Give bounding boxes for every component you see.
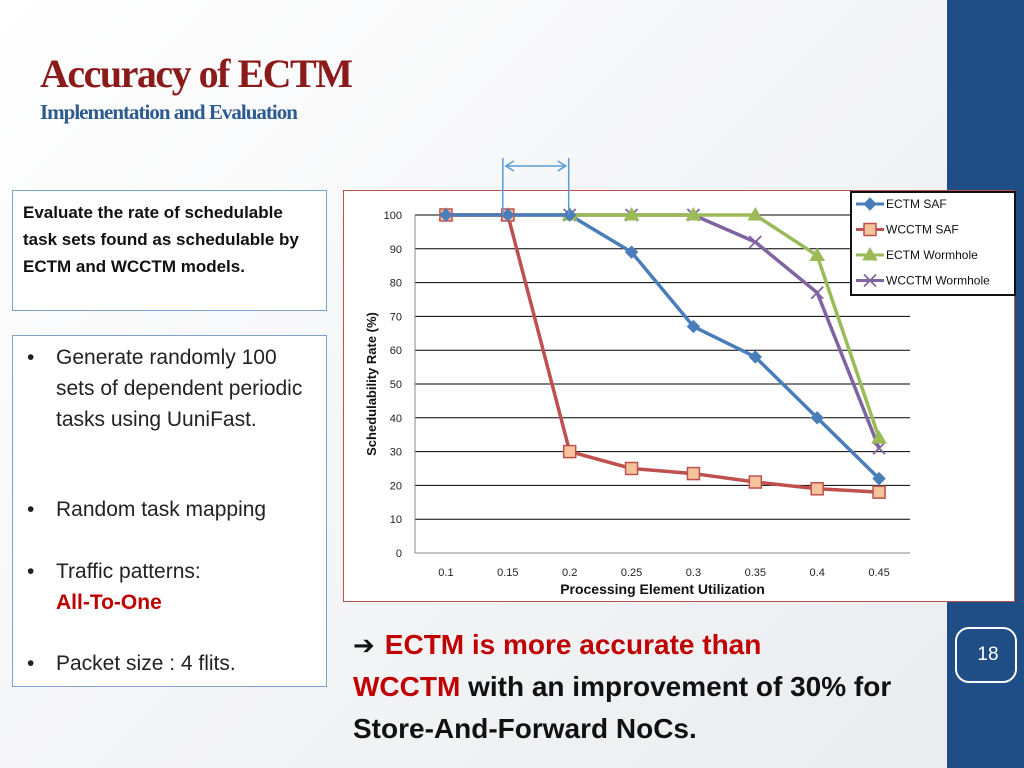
data-point-ectm-saf <box>624 245 639 259</box>
data-point-wcctm-wormhole <box>748 235 762 249</box>
description-text: Evaluate the rate of schedulable task se… <box>23 203 299 276</box>
data-point-wcctm-wormhole <box>872 441 886 455</box>
legend-box <box>850 191 1016 296</box>
bullet-text: Random task mapping <box>56 498 267 521</box>
y-axis-title: Schedulability Rate (%) <box>364 312 379 456</box>
conclusion-text: ➔ ECTM is more accurate than WCCTM with a… <box>353 624 933 750</box>
data-point-wcctm-saf <box>810 482 824 496</box>
arrow-right-icon: ➔ <box>353 630 375 660</box>
x-tick-label: 0.2 <box>562 567 577 579</box>
data-point-ectm-saf <box>562 208 577 222</box>
legend-marker-wcctm-wormhole <box>863 273 877 288</box>
y-tick-label: 90 <box>390 244 402 256</box>
series-line-ectm-saf <box>445 213 881 480</box>
page-number: 18 <box>977 644 999 665</box>
data-point-ectm-wormhole <box>747 207 764 221</box>
legend-label: ECTM Wormhole <box>886 248 978 262</box>
x-tick-label: 0.45 <box>868 567 889 579</box>
conclusion-rest: with an improvement of 30% for Store-And… <box>353 671 892 744</box>
x-axis-title: Processing Element Utilization <box>560 581 765 597</box>
y-tick-label: 40 <box>390 413 402 425</box>
bullet-text: Traffic patterns: <box>56 560 201 583</box>
slide-title: Accuracy of ECTM <box>40 51 353 96</box>
conclusion-model: WCCTM <box>353 671 461 702</box>
data-point-ectm-saf <box>748 350 763 364</box>
x-tick-label: 0.15 <box>497 567 518 579</box>
data-point-ectm-wormhole <box>623 207 640 221</box>
data-point-wcctm-saf <box>686 466 701 481</box>
bullet-icon: • <box>27 652 35 675</box>
data-point-wcctm-saf <box>562 444 577 459</box>
x-tick-label: 0.1 <box>438 567 453 579</box>
legend-marker-ectm-wormhole <box>862 247 878 261</box>
data-point-ectm-saf <box>686 319 701 334</box>
bullet-icon: • <box>27 498 35 521</box>
bullet-icon: • <box>27 346 35 369</box>
annotation-arrowhead-left <box>504 160 515 172</box>
traffic-pattern-value: All-To-One <box>56 591 162 614</box>
legend-marker-ectm-saf <box>863 197 877 211</box>
data-point-ectm-saf <box>872 471 886 486</box>
x-tick-label: 0.35 <box>745 567 766 579</box>
description-box: Evaluate the rate of schedulable task se… <box>12 190 327 311</box>
bullet-text-group: Traffic patterns: All-To-One <box>56 556 318 618</box>
y-tick-label: 10 <box>390 514 402 526</box>
y-tick-label: 20 <box>390 480 402 492</box>
legend-marker-wcctm-saf <box>863 222 877 237</box>
page-number-badge: 18 <box>955 627 1017 683</box>
bullet-list: • Generate randomly 100 sets of dependen… <box>12 335 327 687</box>
x-tick-label: 0.4 <box>810 567 825 579</box>
bullet-text: Generate randomly 100 sets of dependent … <box>56 346 303 431</box>
legend-label: WCCTM Wormhole <box>886 274 990 288</box>
data-point-wcctm-saf <box>872 485 886 499</box>
bullet-icon: • <box>27 560 35 583</box>
data-point-ectm-wormhole <box>871 430 887 444</box>
bullet-text: Packet size : 4 flits. <box>56 652 236 675</box>
data-point-wcctm-wormhole <box>810 286 824 300</box>
y-tick-label: 30 <box>390 447 402 459</box>
legend-label: ECTM SAF <box>886 197 947 211</box>
data-point-ectm-saf <box>439 208 453 222</box>
y-tick-label: 100 <box>384 210 402 222</box>
data-point-ectm-wormhole <box>685 207 702 221</box>
data-point-wcctm-saf <box>748 475 763 489</box>
y-tick-label: 80 <box>390 278 402 290</box>
legend-label: WCCTM SAF <box>886 223 959 237</box>
y-tick-label: 70 <box>390 311 402 323</box>
data-point-ectm-saf <box>501 208 515 222</box>
slide-subtitle: Implementation and Evaluation <box>40 100 298 124</box>
series-line-wcctm-saf <box>445 213 880 494</box>
data-point-ectm-wormhole <box>809 247 826 262</box>
data-point-wcctm-saf <box>624 461 639 476</box>
y-tick-label: 0 <box>396 548 402 560</box>
conclusion-lead: ECTM is more accurate than <box>384 629 762 660</box>
y-tick-label: 60 <box>390 345 402 357</box>
x-tick-label: 0.3 <box>686 567 701 579</box>
x-tick-label: 0.25 <box>621 567 642 579</box>
y-tick-label: 50 <box>390 379 402 391</box>
annotation-arrowhead-right <box>557 160 568 172</box>
data-point-ectm-saf <box>810 411 824 425</box>
